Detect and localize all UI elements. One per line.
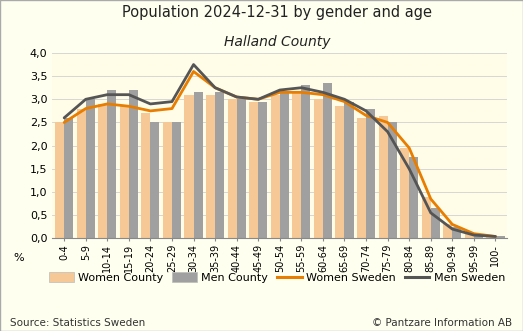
Bar xyxy=(444,224,452,238)
Bar xyxy=(237,99,246,238)
Bar xyxy=(206,95,215,238)
Bar xyxy=(64,118,73,238)
Bar xyxy=(314,99,323,238)
Bar xyxy=(431,208,440,238)
Bar xyxy=(409,157,418,238)
Bar xyxy=(422,197,431,238)
Bar xyxy=(249,102,258,238)
Bar xyxy=(185,95,194,238)
Bar xyxy=(465,234,474,238)
Legend: Women County, Men County, Women Sweden, Men Sweden: Women County, Men County, Women Sweden, … xyxy=(45,268,509,287)
Bar xyxy=(388,122,396,238)
Bar xyxy=(301,85,311,238)
Bar xyxy=(280,92,289,238)
Bar xyxy=(107,90,116,238)
Bar xyxy=(55,122,64,238)
Bar xyxy=(345,102,354,238)
Bar xyxy=(141,113,151,238)
Bar xyxy=(495,236,505,238)
Bar xyxy=(151,122,160,238)
Bar xyxy=(366,109,375,238)
Bar xyxy=(323,83,332,238)
Bar xyxy=(172,122,181,238)
Bar xyxy=(98,104,107,238)
Bar xyxy=(400,148,409,238)
Bar xyxy=(292,92,301,238)
Text: Source: Statistics Sweden: Source: Statistics Sweden xyxy=(10,318,146,328)
Bar xyxy=(86,99,95,238)
Bar xyxy=(357,118,366,238)
Bar xyxy=(452,227,461,238)
Text: © Pantzare Information AB: © Pantzare Information AB xyxy=(372,318,513,328)
Text: Halland County: Halland County xyxy=(224,35,331,49)
Bar xyxy=(486,236,495,238)
Bar xyxy=(474,235,483,238)
Bar xyxy=(120,106,129,238)
Bar xyxy=(129,90,138,238)
Bar xyxy=(163,122,172,238)
Text: %: % xyxy=(14,253,24,263)
Bar xyxy=(379,116,388,238)
Bar xyxy=(194,92,202,238)
Bar xyxy=(335,106,345,238)
Bar xyxy=(215,92,224,238)
Bar xyxy=(271,95,280,238)
Text: Population 2024-12-31 by gender and age: Population 2024-12-31 by gender and age xyxy=(122,5,432,20)
Bar xyxy=(77,109,86,238)
Bar xyxy=(258,102,267,238)
Bar xyxy=(228,99,237,238)
